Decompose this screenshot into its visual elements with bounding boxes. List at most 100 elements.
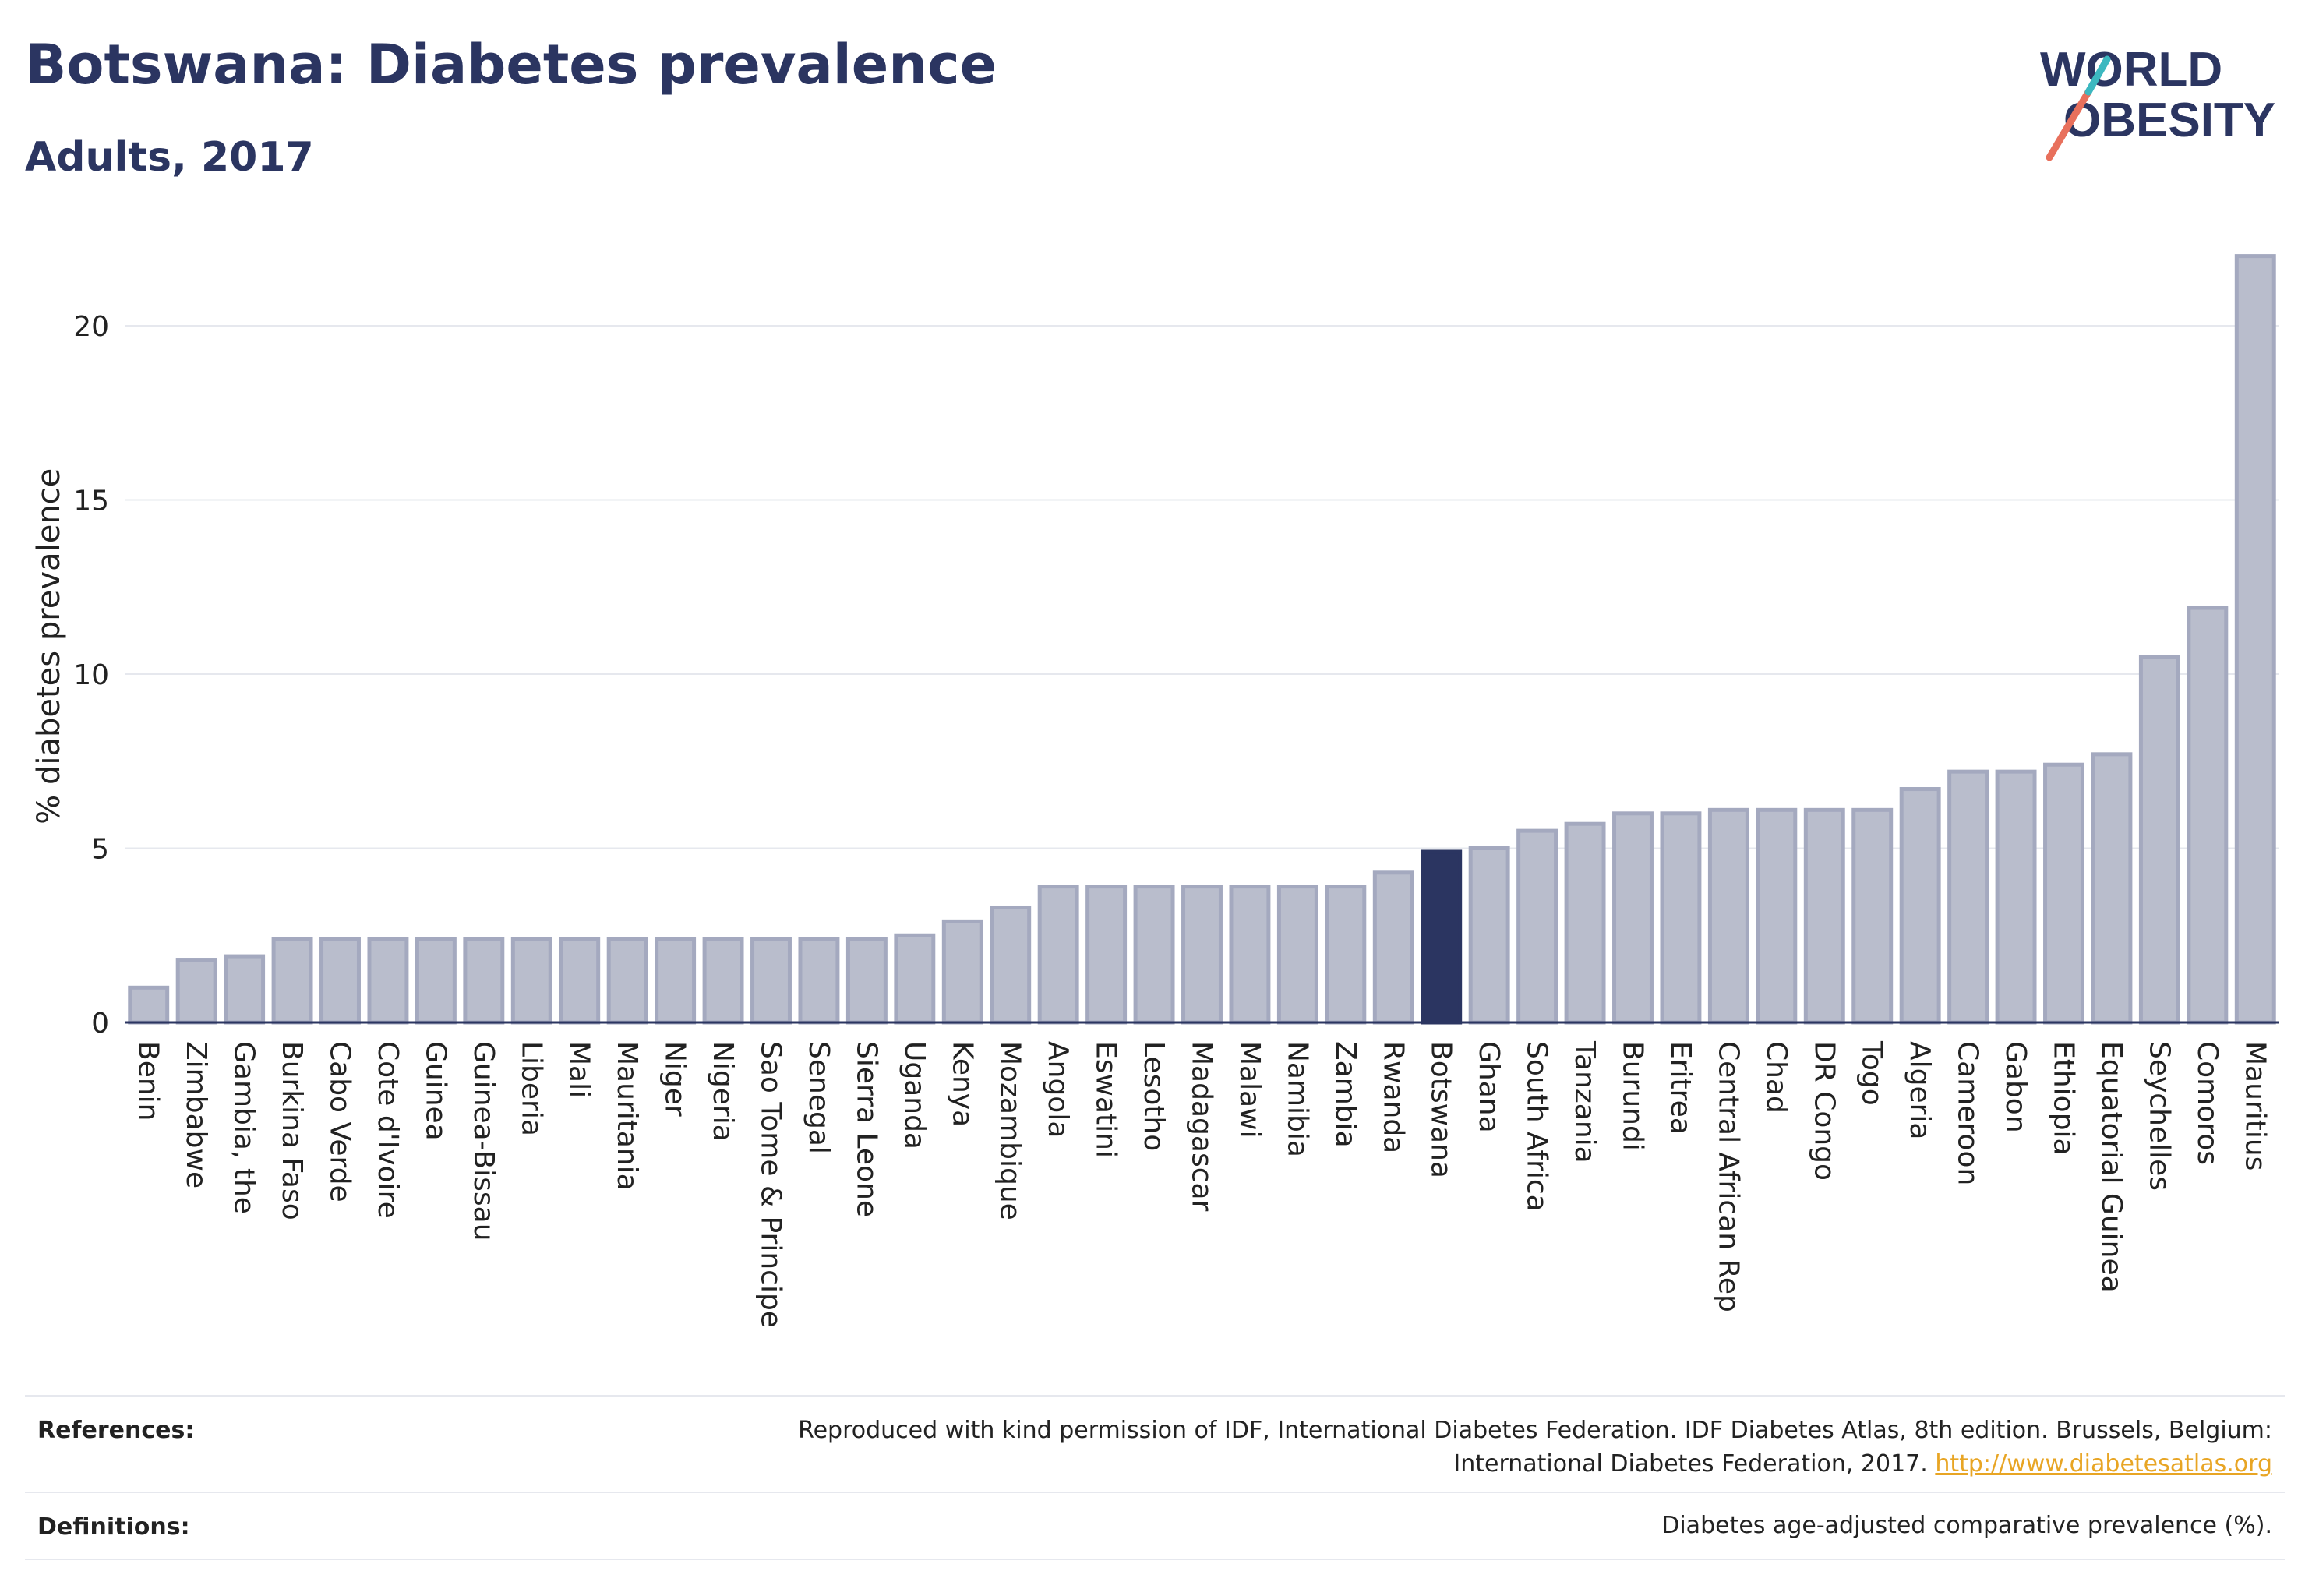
chart-subtitle: Adults, 2017	[25, 134, 314, 181]
x-tick-label: South Africa	[1521, 1041, 1553, 1212]
bar	[2138, 655, 2180, 1025]
x-tick-label: Nigeria	[707, 1041, 739, 1142]
x-tick-label: Mauritius	[2239, 1041, 2271, 1171]
bar	[990, 905, 1032, 1025]
x-tick-label: Mali	[563, 1041, 595, 1098]
x-tick-label: Togo	[1856, 1040, 1888, 1106]
bar	[1372, 870, 1414, 1025]
bar	[2091, 752, 2133, 1025]
bar	[1468, 846, 1510, 1025]
x-tick-label: Sao Tome & Principe	[755, 1041, 787, 1328]
bar	[1229, 885, 1271, 1025]
bar	[1325, 885, 1367, 1025]
x-tick-label: Burkina Faso	[276, 1041, 308, 1220]
x-tick-label: Algeria	[1904, 1041, 1936, 1140]
y-tick-label: 15	[73, 486, 109, 517]
bar	[702, 937, 744, 1025]
x-tick-label: Angola	[1042, 1041, 1074, 1138]
bar	[1756, 807, 1798, 1025]
bar	[1564, 821, 1606, 1025]
bar	[845, 937, 888, 1025]
bar	[1421, 849, 1463, 1025]
bar	[271, 937, 313, 1025]
bar	[1612, 811, 1654, 1025]
x-tick-label: DR Congo	[1808, 1041, 1840, 1181]
bar	[367, 937, 409, 1025]
bar	[128, 985, 170, 1025]
bar	[1995, 769, 2037, 1025]
bar	[1851, 807, 1894, 1025]
x-tick-label: Central African Rep	[1712, 1041, 1744, 1312]
bar	[2234, 254, 2276, 1025]
logo-slash-teal	[2084, 55, 2111, 96]
references-link[interactable]: http://www.diabetesatlas.org	[1935, 1450, 2272, 1478]
bar	[941, 919, 983, 1025]
y-axis-label: % diabetes prevalence	[31, 468, 67, 824]
chart-title: Botswana: Diabetes prevalence	[25, 33, 997, 97]
bar	[1181, 885, 1223, 1025]
bar	[224, 954, 266, 1025]
world-obesity-logo: WORLD OBESITY	[2026, 31, 2291, 171]
x-tick-label: Burundi	[1617, 1041, 1649, 1151]
bar	[1707, 807, 1749, 1025]
bar	[798, 937, 840, 1025]
logo-line2: OBESITY	[2063, 94, 2275, 147]
x-tick-label: Tanzania	[1569, 1040, 1601, 1163]
logo-slash-red	[2046, 88, 2092, 161]
bar	[1516, 828, 1558, 1025]
y-tick-label: 20	[73, 311, 109, 343]
x-tick-label: Comoros	[2191, 1041, 2223, 1165]
bar	[2043, 762, 2084, 1025]
bar	[1803, 807, 1845, 1025]
bar	[510, 937, 552, 1025]
bar	[1085, 885, 1128, 1025]
x-tick-label: Gambia, the	[228, 1041, 260, 1214]
x-tick-label: Cote d'Ivoire	[372, 1041, 404, 1219]
x-tick-label: Guinea-Bissau	[468, 1041, 499, 1241]
x-tick-label: Malawi	[1234, 1041, 1265, 1139]
x-tick-label: Guinea	[419, 1041, 451, 1141]
bar	[1037, 885, 1079, 1025]
references-table: References: Reproduced with kind permiss…	[25, 1395, 2285, 1560]
definitions-label: Definitions:	[37, 1513, 190, 1541]
x-tick-label: Cabo Verde	[324, 1041, 356, 1202]
bar	[1947, 769, 1989, 1025]
references-label: References:	[37, 1417, 195, 1444]
x-tick-label: Ghana	[1473, 1041, 1505, 1133]
bar	[319, 937, 361, 1025]
references-row: References: Reproduced with kind permiss…	[25, 1395, 2285, 1492]
bar	[894, 933, 936, 1025]
x-tick-label: Mauritania	[611, 1041, 643, 1191]
x-tick-label: Ethiopia	[2048, 1041, 2080, 1156]
x-tick-label: Equatorial Guinea	[2095, 1041, 2127, 1293]
x-tick-label: Kenya	[946, 1041, 978, 1127]
bar-chart: 0 5 10 15 20 % diabetes prevalence Benin Zimbab…	[31, 254, 2279, 1328]
x-tick-label: Chad	[1760, 1041, 1792, 1114]
x-tick-label: Madagascar	[1186, 1041, 1218, 1212]
bar	[1276, 885, 1318, 1025]
bar	[750, 937, 792, 1025]
x-tick-label: Liberia	[515, 1041, 547, 1136]
bar	[2187, 606, 2229, 1025]
bar	[655, 937, 697, 1025]
bar	[175, 958, 217, 1025]
references-text-line1: Reproduced with kind permission of IDF, …	[798, 1417, 2272, 1444]
x-tick-label: Rwanda	[1377, 1041, 1409, 1153]
bar	[415, 937, 457, 1025]
logo-line1: WORLD	[2040, 43, 2222, 97]
x-tick-label: Benin	[132, 1041, 164, 1121]
definitions-row: Definitions: Diabetes age-adjusted compa…	[25, 1492, 2285, 1560]
x-tick-label: Cameroon	[1952, 1041, 1984, 1185]
x-tick-label: Zimbabwe	[180, 1041, 212, 1188]
y-tick-label: 5	[91, 834, 109, 866]
bar	[1660, 811, 1702, 1025]
world-obesity-logo-graphic: WORLD OBESITY	[2040, 43, 2275, 161]
x-tick-label: Namibia	[1281, 1041, 1313, 1157]
y-tick-label: 0	[91, 1008, 109, 1040]
bar	[463, 937, 505, 1025]
x-tick-label: Eritrea	[1664, 1041, 1696, 1135]
bar	[606, 937, 648, 1025]
bar	[1899, 787, 1941, 1025]
y-tick-label: 10	[73, 659, 109, 691]
x-tick-label: Mozambique	[994, 1041, 1026, 1220]
